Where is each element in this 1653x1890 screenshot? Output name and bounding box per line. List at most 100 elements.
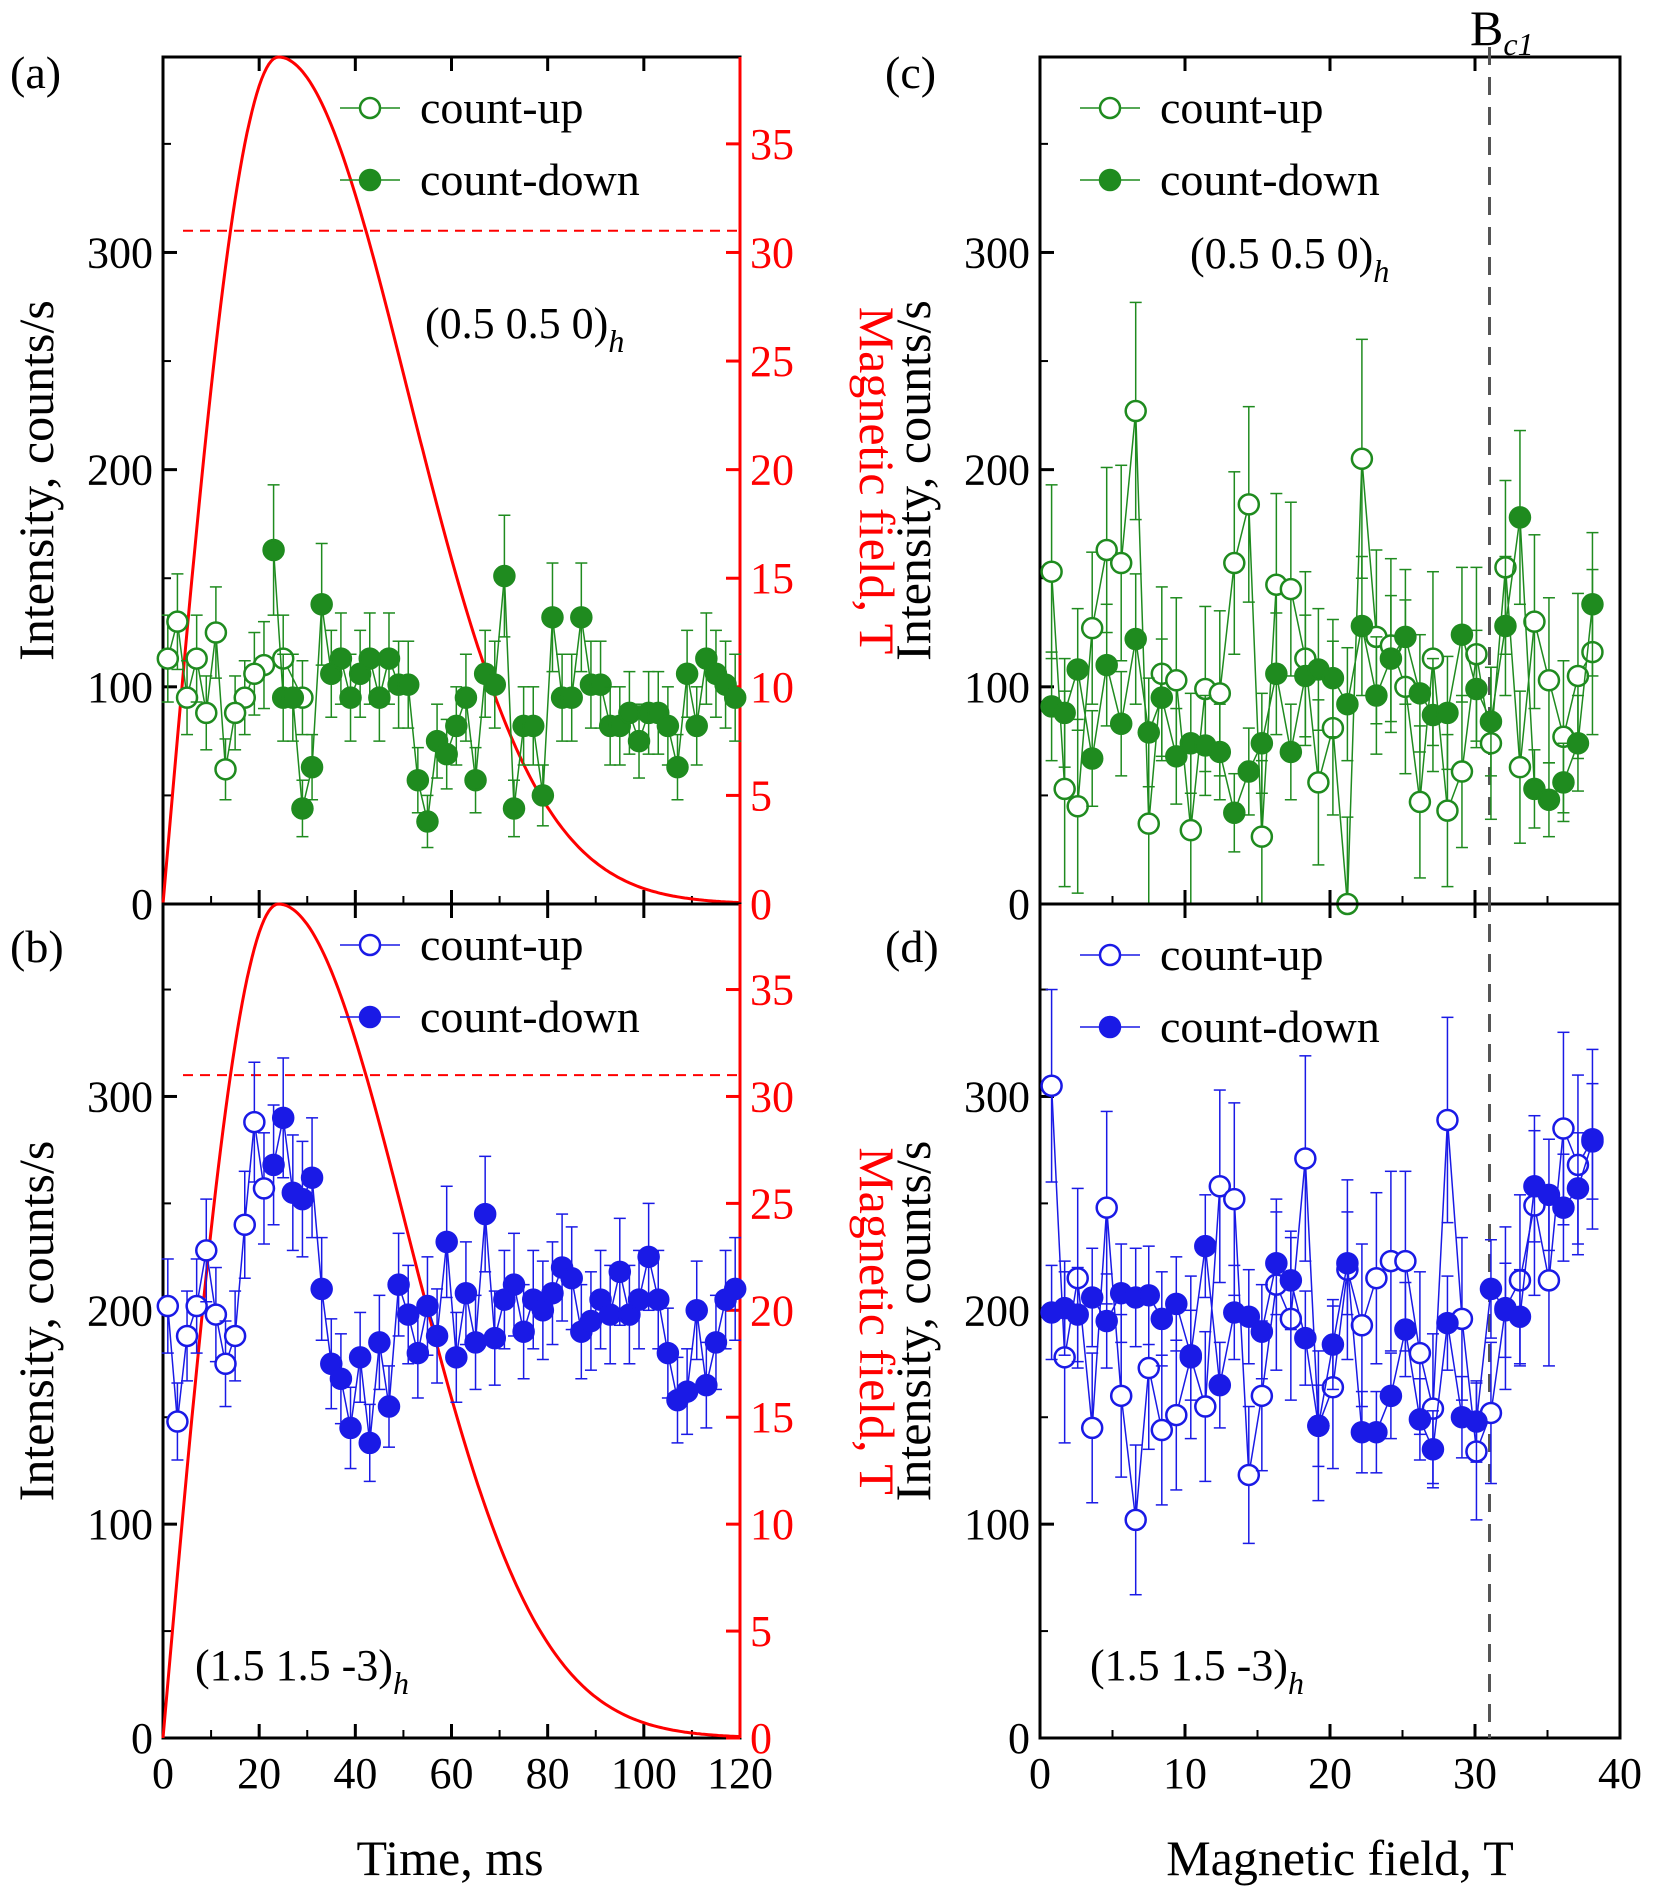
data-point-count-down [1566, 732, 1590, 755]
bc1-label: Bc1 [1470, 0, 1534, 62]
data-point-count-down [483, 673, 507, 696]
data-point-count-up [1053, 777, 1076, 801]
x-tick-label: 40 [333, 1749, 377, 1798]
data-point-count-up [243, 1110, 266, 1134]
data-point-count-down [666, 755, 689, 779]
data-point-count-up [195, 701, 218, 725]
y-tick-label: 300 [964, 228, 1030, 277]
data-point-count-up [214, 1352, 237, 1376]
data-point-count-down [1179, 1343, 1203, 1367]
data-point-count-down [416, 810, 439, 833]
data-point-count-down [531, 784, 555, 807]
hkl-text: (0.5 0.5 0) [425, 299, 608, 348]
data-point-count-down [329, 1367, 353, 1390]
panel-d-chart: 0 10 20 30 40 0 100 200 300 Intensity, counts/s co… [885, 894, 1642, 1798]
panel-label: (b) [10, 921, 64, 972]
y-axis-title: Intensity, counts/s [885, 1141, 941, 1502]
data-point-count-down [1066, 658, 1089, 681]
data-point-count-down [387, 1273, 410, 1296]
hkl-annotation: (0.5 0.5 0)h [1190, 229, 1389, 289]
data-point-count-down [1066, 1303, 1089, 1326]
y2-tick-label: 20 [750, 446, 794, 495]
legend-marker [1098, 1015, 1122, 1039]
y2-tick-label: 5 [750, 1607, 772, 1656]
data-point-count-up [1109, 1384, 1133, 1408]
bc1-subscript: c1 [1503, 26, 1533, 62]
data-point-count-up [1365, 1266, 1388, 1290]
data-point-count-down [598, 1303, 622, 1326]
data-point-count-up [1165, 1403, 1188, 1427]
data-point-count-down [1150, 686, 1174, 709]
x-axis-title-right: Magnetic field, T [1166, 1830, 1514, 1886]
x-tick-label: 120 [707, 1749, 773, 1798]
data-point-count-down [647, 1288, 670, 1311]
data-point-count-down [560, 686, 583, 709]
data-point-count-up [223, 701, 247, 725]
legend-label: count-down [1160, 154, 1380, 205]
hkl-text: (0.5 0.5 0) [1190, 229, 1373, 278]
data-point-count-up [1124, 1508, 1147, 1532]
data-point-count-down [1137, 1284, 1160, 1307]
y2-tick-label: 0 [750, 880, 772, 929]
data-point-count-down [1537, 1183, 1561, 1207]
y2-tick-label: 15 [750, 554, 794, 603]
y2-tick-label: 0 [750, 1714, 772, 1763]
data-point-count-down [1365, 684, 1388, 707]
data-point-count-down [1137, 721, 1160, 744]
y-tick-label: 200 [87, 446, 153, 495]
y-tick-label: 0 [1008, 880, 1030, 929]
data-point-count-down [1581, 593, 1604, 616]
data-point-count-down [425, 1324, 449, 1348]
hkl-subscript: h [1373, 253, 1389, 289]
data-point-count-down [368, 1331, 391, 1354]
data-point-count-down [1394, 1318, 1417, 1341]
data-point-count-down [300, 1166, 324, 1189]
data-point-count-down [1223, 801, 1246, 825]
data-point-count-up [1350, 447, 1374, 471]
data-point-count-down [723, 686, 747, 709]
data-point-count-down [1279, 1269, 1303, 1292]
data-point-count-down [406, 768, 430, 792]
y2-tick-label: 15 [750, 1393, 794, 1442]
data-point-count-up [1223, 551, 1246, 575]
data-point-count-up [156, 647, 180, 670]
data-point-count-down [1279, 740, 1303, 764]
data-point-count-down [1294, 1326, 1317, 1350]
data-point-count-up [1279, 577, 1303, 601]
data-point-count-down [291, 1187, 314, 1211]
data-point-count-down [300, 755, 324, 779]
data-point-count-up [1307, 771, 1330, 794]
data-point-count-down [512, 1320, 535, 1343]
x-tick-label: 30 [1453, 1749, 1497, 1798]
data-point-count-up [175, 686, 199, 709]
legend-label: count-up [1160, 82, 1324, 133]
panel-label: (d) [885, 921, 939, 972]
data-point-count-down [1408, 682, 1432, 705]
data-point-count-down [1321, 666, 1345, 690]
data-point-count-up [1194, 1395, 1217, 1418]
data-point-count-down [396, 673, 420, 696]
data-point-count-up [1523, 610, 1546, 633]
y-tick-label: 100 [87, 1500, 153, 1549]
legend-marker [1098, 168, 1122, 192]
legend-marker [1098, 96, 1122, 120]
data-point-count-down [1165, 745, 1188, 768]
data-point-count-down [1408, 1408, 1432, 1431]
data-point-count-up [1080, 1416, 1104, 1440]
data-point-count-down [541, 1281, 564, 1305]
data-point-count-down [454, 1281, 478, 1305]
data-point-count-up [1394, 1249, 1417, 1273]
data-point-count-down [281, 686, 305, 709]
data-point-count-down [435, 742, 458, 766]
data-point-count-down [1053, 701, 1076, 725]
data-point-count-down [675, 1380, 699, 1403]
y2-tick-label: 30 [750, 1072, 794, 1121]
data-point-count-down [454, 686, 478, 709]
data-point-count-down [1208, 740, 1232, 764]
data-point-count-down [723, 1277, 747, 1301]
data-point-count-up [1208, 682, 1232, 705]
x-tick-label: 100 [611, 1749, 677, 1798]
data-point-count-up [1436, 799, 1459, 822]
data-point-count-down [1080, 1286, 1104, 1309]
data-point-count-down [1095, 1309, 1118, 1333]
